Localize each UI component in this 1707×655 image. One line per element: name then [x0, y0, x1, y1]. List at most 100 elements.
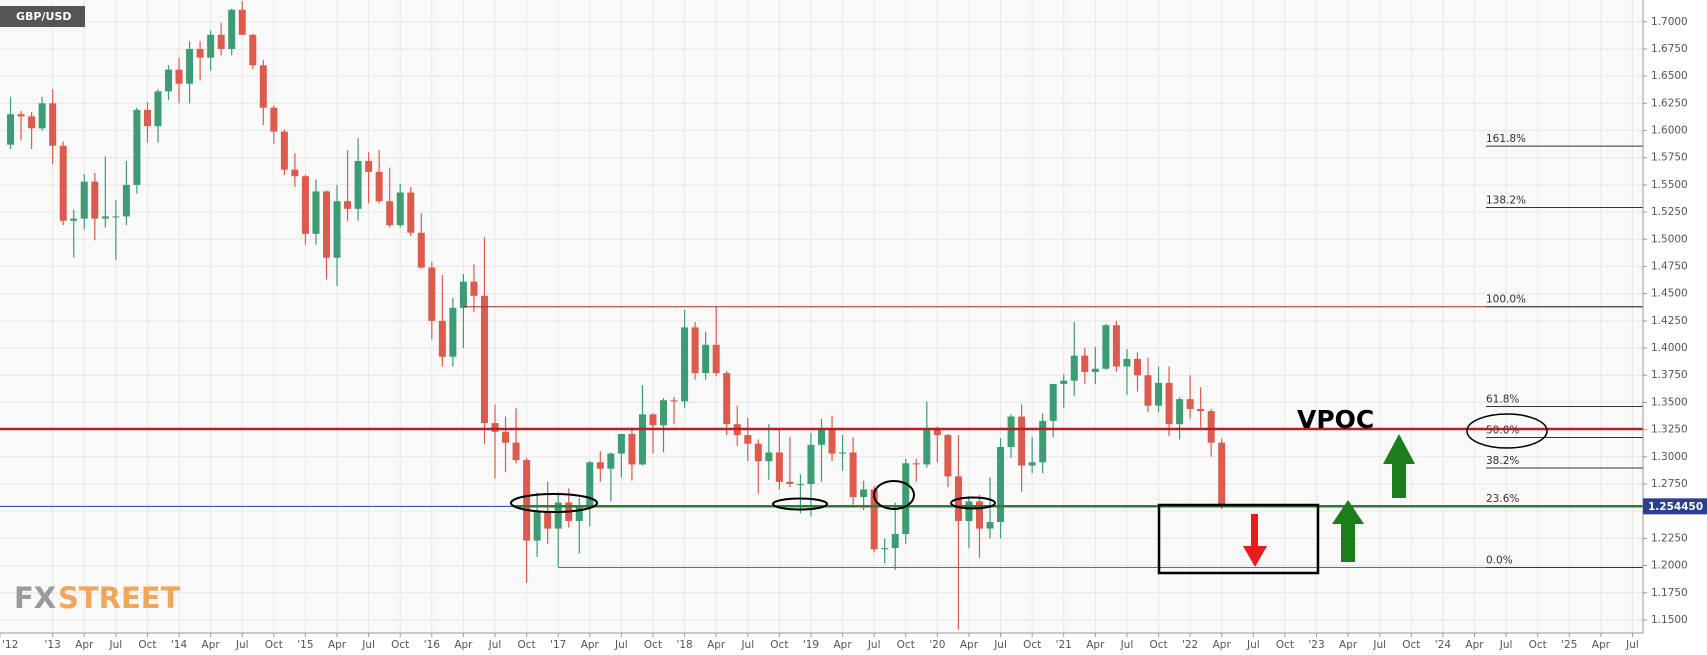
candle-body — [301, 176, 309, 234]
x-tick-label: Oct — [897, 639, 915, 651]
candle-body — [480, 295, 488, 424]
candle-body — [744, 435, 752, 444]
candle-body — [491, 423, 499, 432]
x-tick-label: Apr — [454, 639, 473, 651]
y-tick-label: 1.2250 — [1651, 532, 1688, 544]
candle-body — [923, 428, 931, 465]
arrow-down-head — [1243, 546, 1267, 567]
candle-body — [1091, 368, 1099, 372]
x-tick-label: Jul — [109, 639, 123, 651]
candle-body — [322, 191, 330, 258]
candle-body — [1155, 382, 1163, 406]
x-tick-label: Jul — [993, 639, 1007, 651]
candle-body — [459, 281, 467, 308]
x-tick-label: Oct — [391, 639, 409, 651]
candle-body — [1123, 358, 1131, 367]
candle-body — [49, 103, 57, 146]
candle-body — [691, 327, 699, 374]
fib-label: 50.0% — [1486, 424, 1519, 436]
x-tick-label: Apr — [581, 639, 600, 651]
x-tick-label: Oct — [770, 639, 788, 651]
ellipse — [873, 480, 915, 510]
candle-body — [712, 344, 720, 374]
candle-body — [207, 34, 215, 58]
x-tick-label: Jul — [867, 639, 881, 651]
y-tick-label: 1.3250 — [1651, 424, 1688, 436]
x-tick-label: '13 — [45, 639, 61, 651]
candle-body — [975, 501, 983, 529]
candle-body — [101, 216, 109, 219]
x-tick-label: Apr — [1465, 639, 1484, 651]
ellipse — [950, 496, 996, 510]
vpoc-label: VPOC — [1297, 405, 1374, 434]
candle-body — [1070, 355, 1078, 381]
candle-body — [523, 460, 531, 541]
x-tick-label: Jul — [488, 639, 502, 651]
candle-body — [122, 184, 130, 217]
candle-body — [1218, 442, 1226, 507]
symbol-box — [0, 6, 85, 27]
candle-body — [59, 145, 67, 221]
candle-body — [818, 428, 825, 445]
candle-body — [754, 443, 762, 462]
y-tick-label: 1.4000 — [1651, 342, 1688, 354]
x-tick-label: Apr — [75, 639, 94, 651]
candle-body — [786, 481, 794, 484]
x-tick-label: Oct — [1276, 639, 1294, 651]
candle-body — [628, 433, 636, 465]
x-tick-label: Oct — [644, 639, 662, 651]
x-tick-label: Apr — [202, 639, 221, 651]
candle-body — [828, 428, 836, 454]
y-tick-label: 1.5500 — [1651, 179, 1688, 191]
candle-body — [596, 462, 604, 469]
fib-label: 138.2% — [1486, 195, 1526, 207]
candle-body — [91, 181, 99, 219]
x-tick-label: Apr — [1086, 639, 1105, 651]
candle-body — [860, 489, 868, 498]
y-tick-label: 1.1500 — [1651, 614, 1688, 626]
fib-label: 61.8% — [1486, 393, 1519, 405]
candle-body — [997, 447, 1005, 523]
candle-body — [660, 400, 668, 426]
candle-body — [775, 452, 783, 482]
candle-body — [944, 435, 952, 477]
candle-body — [133, 109, 141, 185]
x-tick-label: Apr — [833, 639, 852, 651]
candle-body — [1197, 408, 1205, 412]
x-tick-label: Jul — [235, 639, 249, 651]
arrow-up — [1341, 522, 1355, 562]
candle-body — [365, 160, 373, 172]
annotations: VPOC — [510, 405, 1548, 575]
candle-body — [291, 169, 299, 177]
candle-body — [17, 114, 25, 117]
candle-body — [512, 442, 520, 461]
x-tick-label: Jul — [361, 639, 375, 651]
candle-body — [28, 116, 36, 129]
ellipse — [772, 497, 828, 511]
candle-body — [70, 218, 78, 221]
candle-body — [217, 34, 225, 49]
candle-body — [1060, 380, 1068, 384]
x-tick-label: '24 — [1435, 639, 1452, 651]
arrow-down — [1251, 514, 1258, 548]
candle-body — [502, 431, 510, 443]
candle-body — [470, 281, 478, 296]
x-tick-label: Jul — [1499, 639, 1513, 651]
candle-body — [154, 91, 162, 127]
candle-body — [112, 216, 120, 218]
arrow-up-head — [1332, 500, 1364, 524]
candle-body — [196, 48, 204, 58]
fib-label: 38.2% — [1486, 455, 1519, 467]
x-tick-label: '20 — [929, 639, 945, 651]
x-tick-label: Apr — [707, 639, 726, 651]
symbol-title: GBP/USD — [16, 10, 71, 23]
x-tick-label: Apr — [1592, 639, 1611, 651]
candle-body — [280, 131, 288, 170]
y-tick-label: 1.2750 — [1651, 478, 1688, 490]
x-tick-label: '21 — [1056, 639, 1072, 651]
candle-body — [649, 414, 657, 426]
y-tick-label: 1.6250 — [1651, 97, 1688, 109]
candle-body — [965, 501, 973, 521]
candle-body — [586, 462, 594, 506]
